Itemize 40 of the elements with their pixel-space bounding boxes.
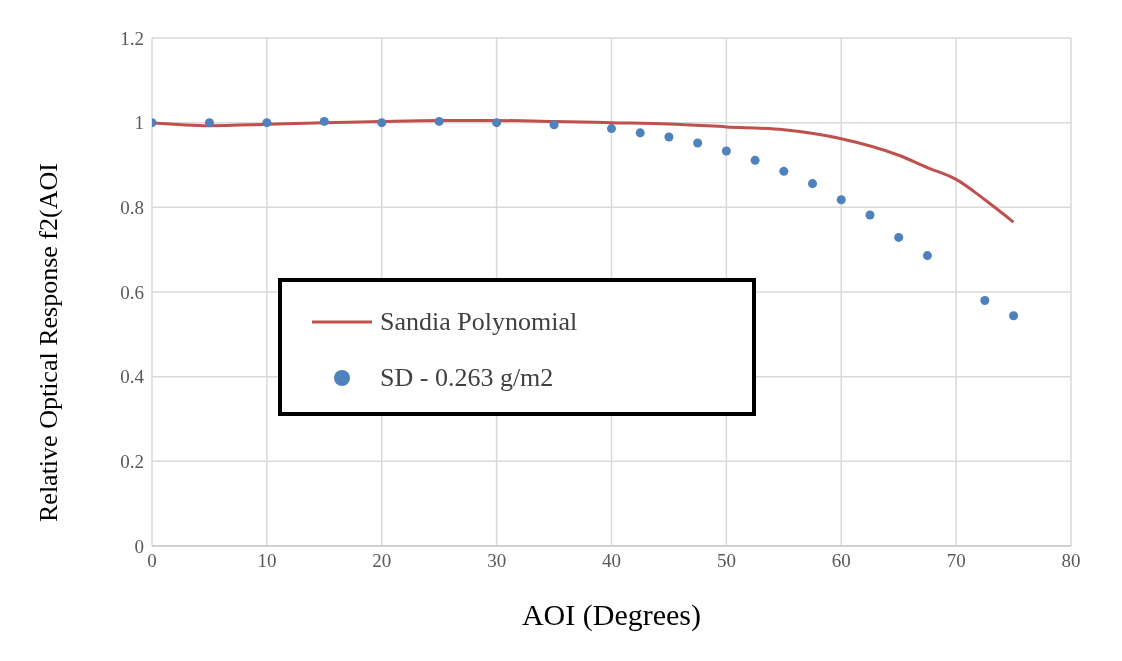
point [635, 128, 645, 138]
point [980, 295, 990, 305]
x-tick-label: 70 [946, 550, 966, 572]
y-tick-label: 0.2 [120, 451, 144, 473]
y-tick-label: 0.6 [120, 281, 144, 303]
x-tick-label: 30 [487, 550, 507, 572]
point [808, 179, 818, 189]
y-tick-label: 0.4 [120, 366, 145, 388]
x-tick-label: 80 [1061, 550, 1081, 572]
point [922, 251, 932, 261]
x-tick-label: 20 [372, 550, 392, 572]
y-tick-label: 0 [134, 535, 144, 557]
x-tick-label: 50 [716, 550, 736, 572]
x-axis-title: AOI (Degrees) [521, 598, 702, 632]
point [865, 210, 875, 220]
point [779, 166, 789, 176]
y-tick-label: 1.2 [120, 27, 144, 49]
point [836, 195, 846, 205]
legend-label: SD - 0.263 g/m2 [380, 363, 554, 393]
point [492, 118, 502, 128]
y-axis-title: Relative Optical Response f2(AOI [34, 163, 64, 522]
point [606, 124, 617, 134]
point [434, 116, 444, 126]
point [664, 132, 674, 142]
y-tick-label: 0.8 [120, 197, 144, 219]
x-tick-label: 40 [602, 550, 621, 572]
point [377, 118, 387, 128]
point [1009, 311, 1019, 321]
x-tick-label: 10 [257, 550, 277, 572]
point [721, 146, 731, 156]
point [750, 155, 760, 165]
x-tick-label: 60 [831, 550, 851, 572]
point [693, 138, 703, 148]
point [549, 120, 559, 130]
legend-label: Sandia Polynomial [380, 307, 578, 337]
point [319, 116, 329, 126]
point [894, 232, 904, 242]
point [204, 118, 214, 128]
y-tick-label: 1 [134, 112, 144, 134]
point [262, 118, 272, 128]
